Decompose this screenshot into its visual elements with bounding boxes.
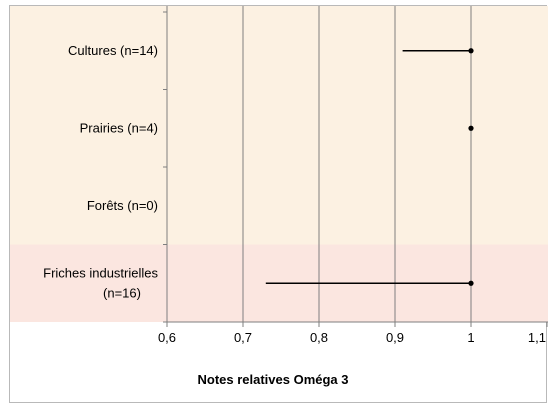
- chart-svg: Cultures (n=14) Prairies (n=4) Forêts (n=0…: [10, 6, 548, 387]
- category-label: (n=16): [103, 285, 141, 300]
- gridlines: [242, 6, 472, 322]
- category-band: [10, 6, 548, 90]
- x-tick-label: 0,6: [158, 330, 176, 345]
- x-tick-label: 1,1: [528, 330, 546, 345]
- x-tick-label: 0,7: [234, 330, 252, 345]
- x-tick-label: 0,9: [386, 330, 404, 345]
- background-bands: [10, 6, 548, 322]
- x-tick-labels: 0,6 0,7 0,8 0,9 1 1,1: [158, 330, 546, 345]
- x-tick-label: 0,8: [310, 330, 328, 345]
- x-tick-label: 1: [467, 330, 474, 345]
- data-marks: [265, 48, 474, 286]
- data-point: [468, 125, 474, 131]
- axes: [163, 6, 548, 327]
- category-label: Friches industrielles: [43, 265, 158, 280]
- category-band: [10, 89, 548, 167]
- category-label: Cultures (n=14): [68, 43, 158, 58]
- data-point: [468, 48, 474, 54]
- chart-frame: Cultures (n=14) Prairies (n=4) Forêts (n=0…: [9, 5, 548, 403]
- category-label: Prairies (n=4): [80, 120, 158, 135]
- category-labels: Cultures (n=14) Prairies (n=4) Forêts (n=0…: [43, 43, 158, 301]
- data-point: [468, 280, 474, 286]
- category-label: Forêts (n=0): [87, 198, 158, 213]
- category-band: [10, 167, 548, 245]
- x-axis-title: Notes relatives Oméga 3: [197, 372, 348, 387]
